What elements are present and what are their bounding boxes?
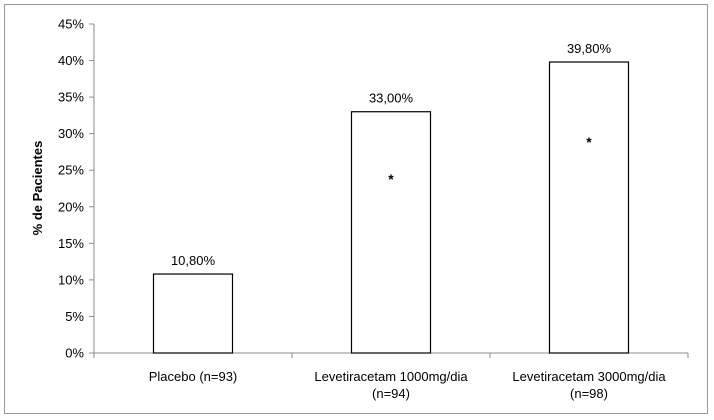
y-tick-label: 15% xyxy=(58,236,84,251)
bars xyxy=(152,61,630,354)
data-label: 39,80% xyxy=(567,41,612,56)
y-tick-label: 5% xyxy=(65,309,84,324)
bar-2 xyxy=(350,111,432,354)
y-tick-label: 30% xyxy=(58,126,84,141)
y-tick-label: 0% xyxy=(65,346,84,361)
y-tick-label: 40% xyxy=(58,53,84,68)
y-tick-label: 25% xyxy=(58,163,84,178)
labels: 0% 5% 10% 15% 20% 25% 30% 35% 40% 45% 10,80% Placeb… xyxy=(58,17,666,402)
bar-1 xyxy=(152,273,234,354)
y-tick-label: 35% xyxy=(58,90,84,105)
y-tick-label: 45% xyxy=(58,17,84,32)
bar-3 xyxy=(548,61,630,354)
y-axis-label: % de Pacientes xyxy=(30,141,45,236)
data-label: 10,80% xyxy=(171,253,216,268)
significance-marker: * xyxy=(586,134,592,150)
data-label: 33,00% xyxy=(369,91,414,106)
x-category-label: Levetiracetam 3000mg/dia (n=98) xyxy=(512,369,666,401)
x-category-label: Placebo (n=93) xyxy=(149,369,238,384)
y-tick-label: 10% xyxy=(58,272,84,287)
y-tick-label: 20% xyxy=(58,199,84,214)
significance-marker: * xyxy=(388,171,394,187)
x-category-label: Levetiracetam 1000mg/dia (n=94) xyxy=(314,369,468,401)
